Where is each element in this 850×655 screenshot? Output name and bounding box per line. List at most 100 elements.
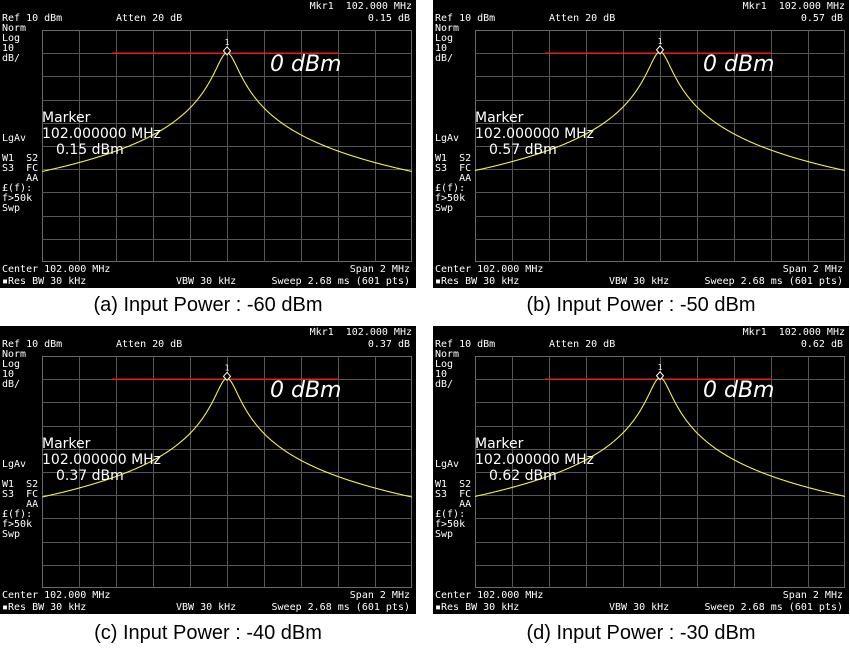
side-annotation-line: S3 FC — [435, 489, 472, 500]
side-annotation-line — [2, 410, 38, 420]
spectrum-panel: Mkr1 102.000 MHz Ref 10 dBm Atten 20 dB 0.6… — [433, 326, 849, 614]
side-annotation-line: Swp — [2, 529, 21, 540]
video-bandwidth: VBW 30 kHz — [609, 276, 670, 287]
frequency-span: Span 2 MHz — [349, 590, 410, 601]
side-annotations: Norm Log 10 dB/LgAv W1 S2 S3 FC AA £(f): f>50k S… — [2, 24, 38, 214]
reference-level: Ref 10 dBm — [435, 13, 496, 24]
peak-marker-number: 1 — [658, 363, 663, 372]
side-annotation-line: f>50k — [2, 193, 33, 204]
side-annotation-line — [435, 64, 471, 74]
side-annotation-line: £(f): — [435, 183, 466, 194]
side-annotation-line: Log — [435, 359, 454, 370]
side-annotation-line: dB/ — [435, 53, 454, 64]
side-annotation-line: Swp — [435, 203, 454, 214]
side-annotation-line — [435, 400, 471, 410]
spectrum-panel: Mkr1 102.000 MHz Ref 10 dBm Atten 20 dB 0.3… — [0, 326, 416, 614]
side-annotation-line: £(f): — [435, 509, 466, 520]
side-annotation-line — [435, 430, 471, 440]
side-annotation-line — [2, 114, 38, 124]
side-annotation-line: Log — [435, 33, 454, 44]
side-annotation-line: LgAv — [2, 459, 27, 470]
side-annotation-line: S3 FC — [2, 163, 39, 174]
side-annotation-line — [2, 84, 38, 94]
spectrum-panel: Mkr1 102.000 MHz Ref 10 dBm Atten 20 dB 0.1… — [0, 0, 416, 288]
peak-marker — [222, 371, 232, 382]
center-frequency: Center 102.000 MHz — [2, 590, 111, 601]
frequency-span: Span 2 MHz — [782, 590, 843, 601]
side-annotation-line: dB/ — [2, 53, 21, 64]
spectrum-panel: Mkr1 102.000 MHz Ref 10 dBm Atten 20 dB 0.5… — [433, 0, 849, 288]
sweep-time: Sweep 2.68 ms (601 pts) — [704, 602, 843, 613]
side-annotation-line — [435, 104, 471, 114]
sweep-time: Sweep 2.68 ms (601 pts) — [704, 276, 843, 287]
marker-readout-title: Marker — [475, 436, 524, 452]
marker-readout: Marker 102.000000 MHz 0.37 dBm — [42, 436, 161, 484]
marker-readout-title: Marker — [475, 110, 524, 126]
side-annotation-line: 10 — [435, 369, 448, 380]
reference-level-label: 0 dBm — [270, 52, 342, 77]
side-annotation-line: Swp — [435, 529, 454, 540]
reference-level-label: 0 dBm — [703, 378, 775, 403]
video-bandwidth: VBW 30 kHz — [176, 602, 237, 613]
side-annotation-line — [435, 94, 471, 104]
side-annotation-line — [2, 104, 38, 114]
center-frequency: Center 102.000 MHz — [2, 264, 111, 275]
resolution-bandwidth: ▪Res BW 30 kHz — [2, 276, 87, 287]
resolution-bandwidth: ▪Res BW 30 kHz — [435, 602, 520, 613]
side-annotation-line: AA — [435, 173, 472, 184]
resolution-bandwidth: ▪Res BW 30 kHz — [2, 602, 87, 613]
side-annotation-line: AA — [435, 499, 472, 510]
side-annotation-line — [2, 64, 38, 74]
marker-value: 0.62 dB — [800, 339, 843, 350]
side-annotation-line: f>50k — [2, 519, 33, 530]
side-annotation-line: W1 S2 — [435, 153, 472, 164]
side-annotation-line — [2, 400, 38, 410]
marker-readout-frequency: 102.000000 MHz — [42, 452, 162, 468]
side-annotation-line — [435, 84, 471, 94]
marker-readout: Marker 102.000000 MHz 0.15 dBm — [42, 110, 161, 158]
peak-marker — [655, 371, 665, 381]
side-annotation-line: S3 FC — [435, 163, 472, 174]
side-annotation-line: £(f): — [2, 183, 33, 194]
marker-readout-frequency: 102.000000 MHz — [475, 452, 595, 468]
side-annotation-line: f>50k — [435, 193, 466, 204]
side-annotation-line — [435, 410, 471, 420]
side-annotation-line — [435, 114, 471, 124]
attenuation: Atten 20 dB — [549, 13, 616, 24]
marker-header: Mkr1 102.000 MHz — [742, 1, 845, 12]
marker-readout-frequency: 102.000000 MHz — [475, 126, 595, 142]
side-annotation-line — [435, 440, 471, 450]
side-annotation-line: Norm — [2, 23, 27, 34]
side-annotations: Norm Log 10 dB/LgAv W1 S2 S3 FC AA £(f): f>50k S… — [2, 350, 38, 540]
sweep-time: Sweep 2.68 ms (601 pts) — [271, 276, 410, 287]
resolution-bandwidth: ▪Res BW 30 kHz — [435, 276, 520, 287]
side-annotation-line: W1 S2 — [2, 479, 39, 490]
side-annotation-line: S3 FC — [2, 489, 39, 500]
panel-caption: (a) Input Power : -60 dBm — [93, 294, 323, 316]
marker-readout-title: Marker — [42, 436, 91, 452]
marker-readout: Marker 102.000000 MHz 0.57 dBm — [475, 110, 594, 158]
marker-readout-level: 0.15 dBm — [56, 142, 124, 158]
side-annotation-line — [2, 390, 38, 400]
marker-value: 0.37 dB — [367, 339, 410, 350]
marker-readout-frequency: 102.000000 MHz — [42, 126, 162, 142]
marker-readout-level: 0.62 dBm — [489, 468, 557, 484]
marker-header: Mkr1 102.000 MHz — [309, 1, 412, 12]
center-frequency: Center 102.000 MHz — [435, 264, 544, 275]
side-annotation-line: LgAv — [435, 133, 460, 144]
video-bandwidth: VBW 30 kHz — [609, 602, 670, 613]
side-annotation-line: LgAv — [435, 459, 460, 470]
attenuation: Atten 20 dB — [116, 339, 183, 350]
spectrum-display: 1 — [475, 356, 845, 588]
reference-level: Ref 10 dBm — [435, 339, 496, 350]
marker-header: Mkr1 102.000 MHz — [309, 327, 412, 338]
attenuation: Atten 20 dB — [549, 339, 616, 350]
center-frequency: Center 102.000 MHz — [435, 590, 544, 601]
marker-header: Mkr1 102.000 MHz — [742, 327, 845, 338]
reference-level-label: 0 dBm — [270, 378, 342, 403]
marker-readout-title: Marker — [42, 110, 91, 126]
marker-readout-level: 0.37 dBm — [56, 468, 124, 484]
spectrum-display: 1 — [475, 30, 845, 262]
reference-level-label: 0 dBm — [703, 52, 775, 77]
side-annotation-line: f>50k — [435, 519, 466, 530]
